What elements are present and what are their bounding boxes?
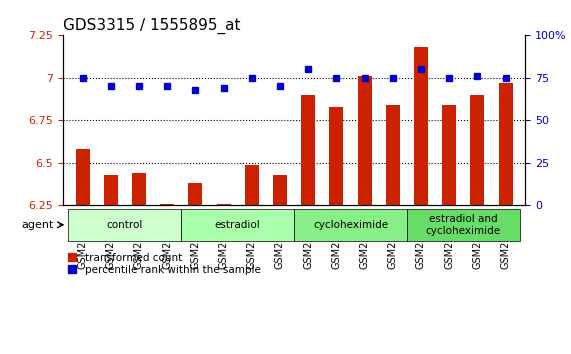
Bar [216,204,231,205]
Bar [471,95,484,205]
Bar [414,47,428,205]
Text: estradiol: estradiol [215,220,260,230]
Bar [329,107,343,205]
Text: control: control [107,220,143,230]
Bar [188,183,202,205]
Bar [442,105,456,205]
Text: GDS3315 / 1555895_at: GDS3315 / 1555895_at [63,18,240,34]
Bar [75,149,90,205]
Bar [273,175,287,205]
Bar [357,76,372,205]
Text: cycloheximide: cycloheximide [313,220,388,230]
Text: estradiol and
cycloheximide: estradiol and cycloheximide [426,214,501,236]
Bar [386,105,400,205]
Bar [104,175,118,205]
Bar [498,83,513,205]
Bar [160,204,174,205]
Text: agent: agent [22,220,54,230]
Legend: transformed count, percentile rank within the sample: transformed count, percentile rank withi… [68,253,260,275]
Bar [245,165,259,205]
Bar [301,95,315,205]
Bar [132,173,146,205]
